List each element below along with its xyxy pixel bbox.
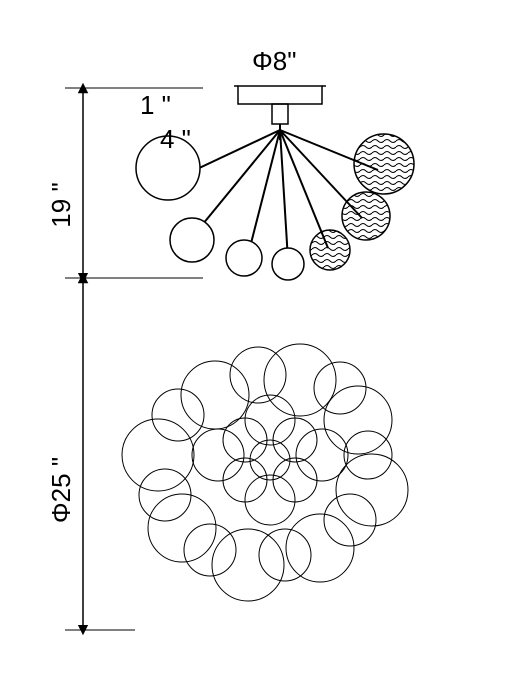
bottom-circle-20 <box>324 494 376 546</box>
bottom-circle-19 <box>344 431 392 479</box>
bottom-circle-0 <box>250 440 290 480</box>
globe-plain-3 <box>272 248 304 280</box>
globe-hatched-0 <box>310 230 350 270</box>
bottom-circle-22 <box>184 524 236 576</box>
bottom-circle-23 <box>139 469 191 521</box>
label-fixture_diameter: Φ25 " <box>46 457 76 523</box>
label-globe_diameter: 4 " <box>160 124 191 154</box>
label-fixture_height: 19 " <box>46 182 76 227</box>
bottom-circle-7 <box>192 429 244 481</box>
bottom-circle-12 <box>336 454 408 526</box>
bottom-circle-24 <box>152 389 204 441</box>
label-diameter_canopy: Φ8" <box>252 46 296 76</box>
globe-plain-2 <box>226 240 262 276</box>
bottom-circle-15 <box>148 494 216 562</box>
bottom-circle-16 <box>122 419 194 491</box>
bottom-circle-17 <box>230 347 286 403</box>
globe-plain-1 <box>170 218 214 262</box>
arm-3 <box>280 130 288 260</box>
bottom-circle-18 <box>314 362 366 414</box>
canopy-stem <box>272 104 288 124</box>
technical-drawing: Φ8" 1 " 4 " 19 " Φ25 " <box>0 0 512 679</box>
bottom-circle-10 <box>264 344 336 416</box>
label-canopy_height: 1 " <box>140 90 171 120</box>
bottom-circle-6 <box>245 475 295 525</box>
globe-hatched-2 <box>354 134 414 194</box>
canopy-plate <box>238 86 322 104</box>
bottom-circle-21 <box>259 529 311 581</box>
bottom-circle-14 <box>212 529 284 601</box>
bottom-circle-13 <box>286 514 354 582</box>
globe-hatched-1 <box>342 192 390 240</box>
bottom-circle-11 <box>324 386 392 454</box>
